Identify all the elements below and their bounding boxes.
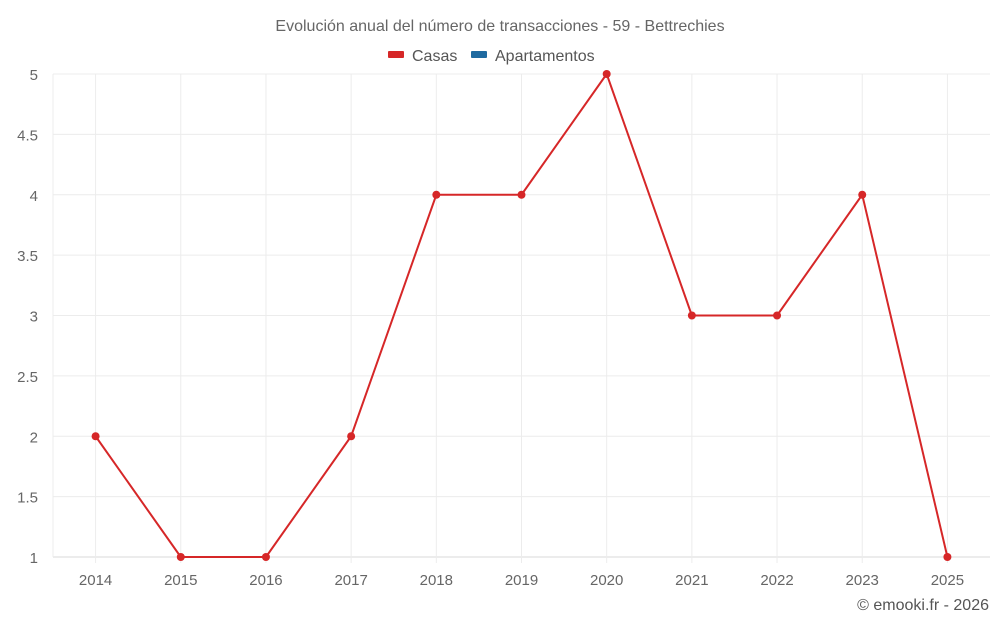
data-point[interactable] [517,190,526,199]
y-tick-label: 3.5 [17,248,38,265]
grid [52,73,990,563]
x-tick-label: 2020 [590,572,623,589]
credit-text: © emooki.fr - 2026 [857,597,989,614]
series-casas [91,70,952,561]
x-tick-label: 2016 [249,572,282,589]
data-point[interactable] [858,190,867,199]
x-tick-label: 2017 [334,572,367,589]
x-tick-label: 2022 [760,572,793,589]
y-tick-label: 1 [30,550,38,567]
y-tick-label: 4.5 [17,127,38,144]
data-point[interactable] [261,553,270,561]
x-tick-label: 2014 [79,572,112,589]
legend-label: Apartamentos [495,48,595,65]
x-tick-label: 2023 [846,572,879,589]
legend-item-apartamentos[interactable]: Apartamentos [471,48,595,65]
legend-label: Casas [412,48,457,65]
y-tick-label: 5 [30,67,38,84]
legend-swatch [388,51,404,58]
data-point[interactable] [176,553,185,561]
data-point[interactable] [687,311,696,320]
y-tick-label: 1.5 [17,490,38,507]
y-tick-label: 2.5 [17,369,38,386]
x-tick-label: 2021 [675,572,708,589]
chart-title: Evolución anual del número de transaccio… [275,18,724,35]
y-tick-label: 3 [30,309,38,326]
x-axis: 2014 2015 2016 2017 2018 2019 2020 2021 2022 2023… [79,572,964,589]
data-point[interactable] [91,432,100,441]
y-tick-label: 4 [30,188,38,205]
data-point[interactable] [347,432,356,441]
data-point[interactable] [602,70,611,78]
x-tick-label: 2018 [420,572,453,589]
data-point[interactable] [943,553,952,561]
x-tick-label: 2015 [164,572,197,589]
legend: Casas Apartamentos [388,48,595,65]
y-tick-label: 2 [30,429,38,446]
y-axis: 1 1.5 2 2.5 3 3.5 4 4.5 5 [17,67,38,567]
legend-swatch [471,51,487,58]
data-point[interactable] [432,190,441,199]
x-tick-label: 2019 [505,572,538,589]
x-tick-label: 2025 [931,572,964,589]
data-point[interactable] [773,311,782,320]
legend-item-casas[interactable]: Casas [388,48,457,65]
